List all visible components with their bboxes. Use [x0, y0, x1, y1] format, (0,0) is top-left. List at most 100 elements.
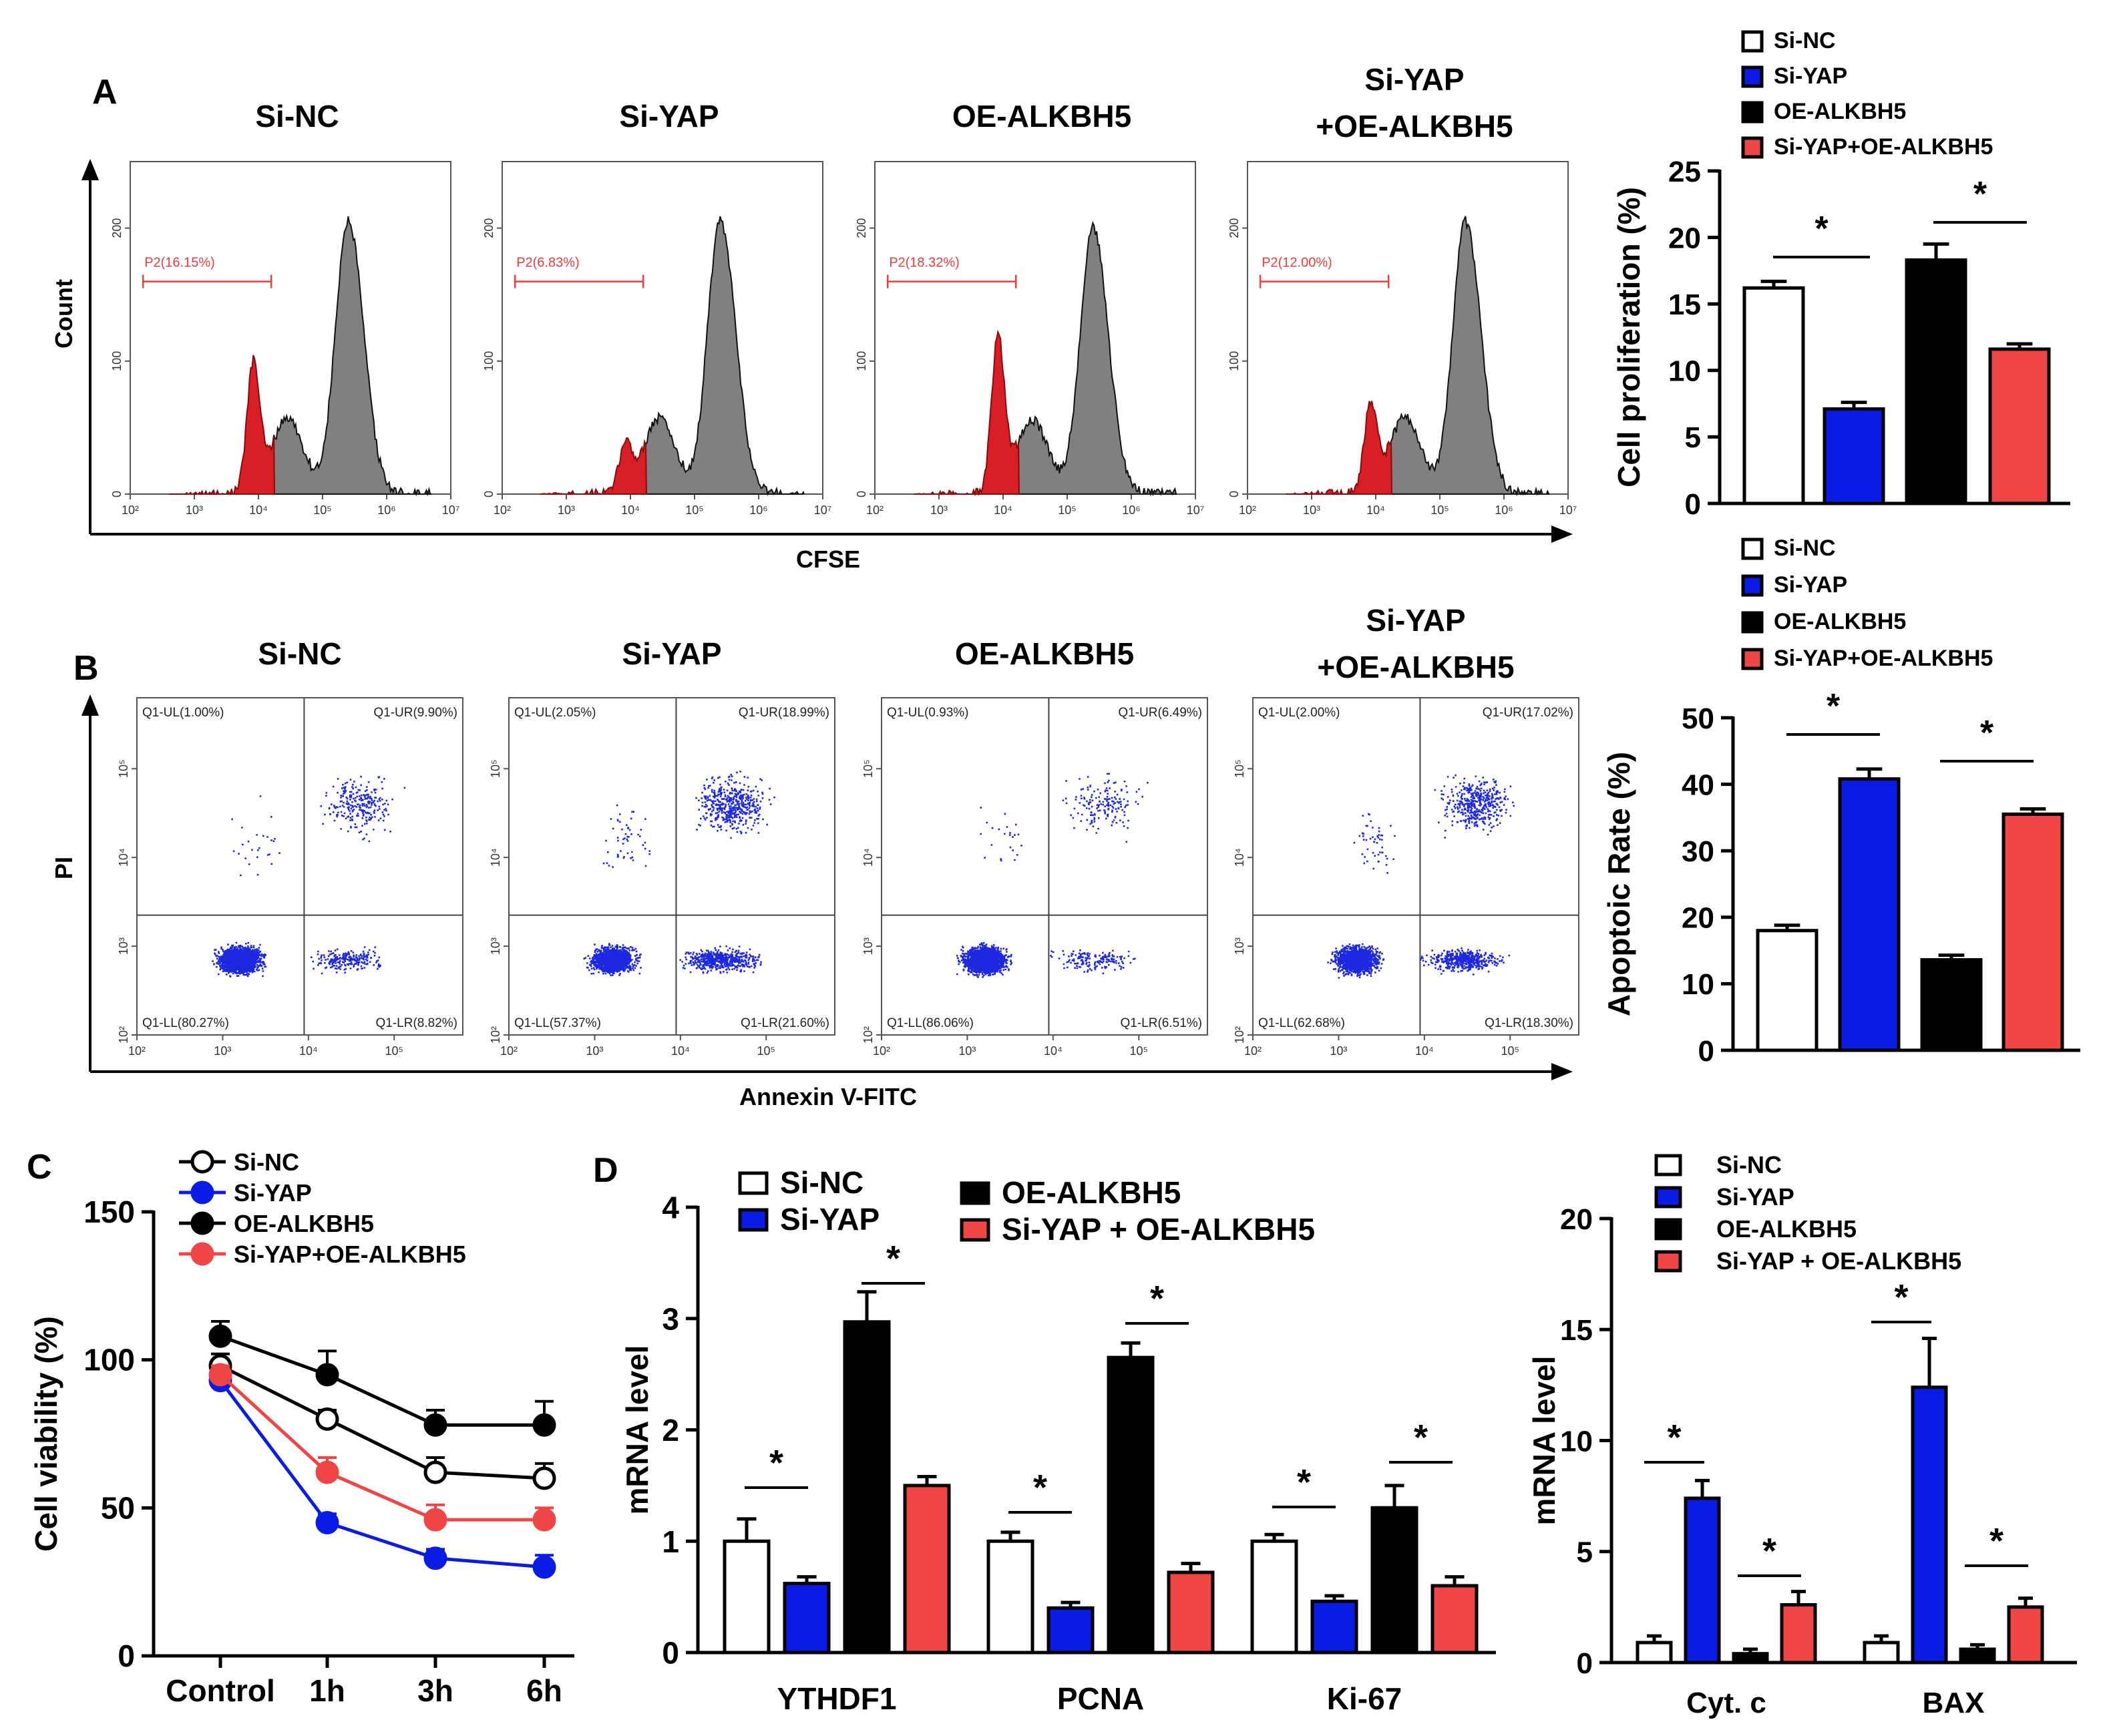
- a-x-arrow-head: [1551, 525, 1573, 543]
- b-quadrant-label-ur: Q1-UR(17.02%): [1483, 706, 1573, 720]
- a-y-tick-label: 100: [855, 351, 868, 371]
- c-data-point: [208, 1324, 232, 1348]
- b-plot-frame: [881, 697, 1208, 1036]
- d-right-y-tick-label: 0: [1577, 1647, 1593, 1680]
- b-quadrant-label-ul: Q1-UL(1.00%): [142, 706, 224, 720]
- d-right-significance-star: *: [1894, 1277, 1908, 1317]
- a-x-tick-label: 10⁵: [1058, 503, 1076, 517]
- d-left-legend-label: OE-ALKBH5: [1002, 1175, 1181, 1210]
- d-right-bar: [1636, 1641, 1673, 1665]
- d-right-significance-star: *: [1667, 1418, 1681, 1458]
- a-y-tick-label: 200: [110, 218, 124, 238]
- c-legend-label: Si-YAP: [234, 1179, 312, 1207]
- b-quadrant-label-ll: Q1-LL(57.37%): [514, 1016, 601, 1030]
- a-bar-legend-label: OE-ALKBH5: [1774, 99, 1906, 124]
- b-bar-y-tick-label: 20: [1682, 902, 1714, 935]
- a-x-tick-label: 10³: [558, 503, 575, 517]
- c-series-line: [219, 1373, 544, 1522]
- d-left-y-axis-label: mRNA level: [620, 1345, 654, 1515]
- b-x-tick-label: 10³: [586, 1044, 603, 1058]
- d-right-legend-swatch: [1654, 1250, 1682, 1273]
- b-bar-significance-star: *: [1827, 687, 1841, 726]
- b-quadrant-label-lr: Q1-LR(6.51%): [1121, 1016, 1203, 1030]
- a-x-tick-label: 10⁴: [621, 503, 640, 517]
- d-left-bar: [903, 1484, 951, 1655]
- a-x-axis-label: CFSE: [796, 546, 860, 573]
- a-bar-bar: [1742, 286, 1805, 505]
- b-y-tick-label: 10²: [489, 1026, 502, 1044]
- d-left-bar: [1107, 1355, 1155, 1655]
- a-x-tick-label: 10³: [186, 503, 203, 517]
- c-data-point: [532, 1508, 556, 1532]
- a-bar-legend-swatch: [1741, 65, 1764, 88]
- b-y-tick-label: 10³: [862, 937, 875, 955]
- d-right-y-tick-label: 10: [1560, 1425, 1593, 1458]
- b-quadrant-label-ll: Q1-LL(86.06%): [887, 1016, 974, 1030]
- b-plot-title: OE-ALKBH5: [955, 636, 1134, 671]
- c-legend-label: Si-YAP+OE-ALKBH5: [234, 1241, 466, 1268]
- a-plot-title: Si-YAP: [619, 99, 719, 134]
- d-left-bar: [843, 1320, 891, 1655]
- d-left-bar: [986, 1539, 1034, 1655]
- a-histogram-gray: [272, 216, 432, 497]
- b-quadrant-label-lr: Q1-LR(21.60%): [741, 1016, 829, 1030]
- c-legend-marker: [190, 1180, 214, 1205]
- c-legend-marker: [190, 1242, 214, 1266]
- d-left-legend-swatch: [960, 1218, 990, 1242]
- b-bar-bar: [1838, 777, 1901, 1052]
- a-bar-legend-label: Si-NC: [1774, 28, 1836, 53]
- d-left-category-label: Ki-67: [1327, 1681, 1402, 1716]
- b-bar-legend-label: Si-YAP+OE-ALKBH5: [1774, 646, 1993, 671]
- c-x-tick-label: 3h: [417, 1673, 453, 1708]
- a-bar-bar: [1823, 407, 1885, 505]
- a-plot-title: OE-ALKBH5: [952, 99, 1131, 134]
- a-x-tick-label: 10⁶: [377, 503, 395, 517]
- a-bar-y-tick-label: 15: [1668, 288, 1701, 321]
- a-x-tick-label: 10³: [930, 503, 948, 517]
- d-right-bar: [1863, 1641, 1900, 1665]
- a-bar-legend-label: Si-YAP+OE-ALKBH5: [1774, 134, 1993, 160]
- c-x-tick-label: Control: [166, 1673, 275, 1708]
- a-histogram-red: [168, 355, 276, 496]
- b-y-tick-label: 10⁴: [1233, 848, 1246, 867]
- b-quadrant-label-ur: Q1-UR(18.99%): [739, 706, 829, 720]
- a-y-tick-label: 100: [110, 351, 124, 371]
- d-left-significance-star: *: [769, 1443, 783, 1483]
- a-y-tick-label: 0: [110, 491, 124, 497]
- a-x-tick-label: 10⁷: [1559, 503, 1577, 517]
- b-x-tick-label: 10⁴: [299, 1044, 318, 1058]
- b-bar-legend-label: Si-NC: [1774, 535, 1836, 561]
- a-y-tick-label: 200: [855, 218, 868, 238]
- panel-label-a: A: [92, 73, 118, 112]
- a-bar-significance-star: *: [1814, 210, 1829, 248]
- d-left-bar: [1046, 1606, 1095, 1655]
- d-right-legend-label: OE-ALKBH5: [1716, 1215, 1857, 1243]
- a-bar-y-tick-label: 0: [1685, 488, 1701, 521]
- a-bar-legend-swatch: [1741, 136, 1764, 159]
- b-quadrant-label-ul: Q1-UL(2.05%): [514, 706, 596, 720]
- c-legend-label: OE-ALKBH5: [234, 1210, 374, 1237]
- d-right-bar: [1911, 1385, 1948, 1665]
- a-y-tick-label: 0: [1227, 491, 1241, 497]
- c-legend-marker: [190, 1211, 214, 1235]
- b-plot-title: Si-YAP: [622, 636, 721, 671]
- panel-label-d: D: [593, 1151, 618, 1190]
- a-bar-significance-star: *: [1973, 175, 1987, 214]
- d-right-category-label: Cyt. c: [1686, 1687, 1766, 1719]
- b-bar-legend-swatch: [1741, 648, 1764, 670]
- c-data-point: [532, 1466, 556, 1490]
- b-x-tick-label: 10³: [958, 1044, 976, 1058]
- b-x-tick-label: 10²: [873, 1044, 890, 1058]
- a-x-tick-label: 10⁷: [814, 503, 832, 517]
- b-plot-frame: [136, 697, 463, 1036]
- c-data-point: [423, 1413, 447, 1437]
- a-bar-legend-swatch: [1741, 101, 1764, 124]
- b-quadrant-label-ll: Q1-LL(80.27%): [142, 1016, 229, 1030]
- b-quadrant-label-ul: Q1-UL(0.93%): [887, 706, 969, 720]
- d-right-significance-star: *: [1989, 1521, 2003, 1561]
- b-y-tick-label: 10³: [117, 937, 130, 955]
- a-y-axis-label: Count: [50, 279, 77, 349]
- c-series-line: [219, 1379, 545, 1569]
- a-x-tick-label: 10⁶: [1495, 503, 1513, 517]
- c-y-tick-label: 150: [83, 1195, 135, 1229]
